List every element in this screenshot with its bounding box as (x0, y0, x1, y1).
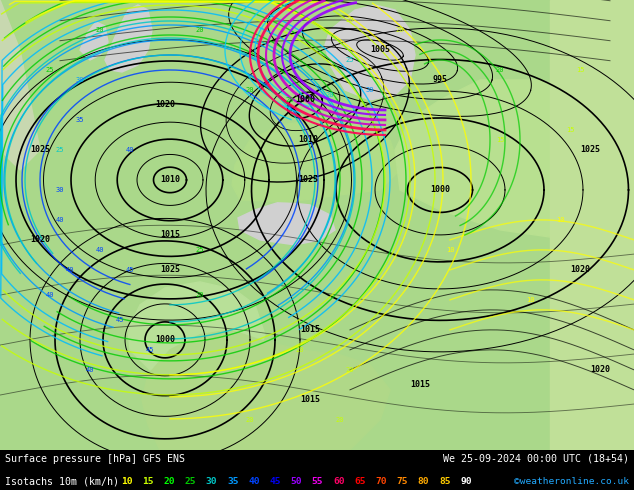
Text: 10: 10 (121, 477, 133, 486)
Text: 40: 40 (96, 247, 104, 253)
Text: 40: 40 (46, 292, 55, 298)
Text: 1015: 1015 (160, 230, 180, 240)
Text: 1015: 1015 (410, 380, 430, 390)
Text: 35: 35 (227, 477, 238, 486)
Text: Surface pressure [hPa] GFS ENS: Surface pressure [hPa] GFS ENS (5, 454, 185, 464)
Text: 20: 20 (196, 27, 204, 33)
Text: 1020: 1020 (590, 366, 610, 374)
Polygon shape (395, 80, 634, 240)
Text: 80: 80 (418, 477, 429, 486)
Text: 1005: 1005 (370, 46, 390, 54)
Text: 20: 20 (396, 27, 404, 33)
Text: 15: 15 (496, 137, 504, 143)
Text: 20: 20 (295, 347, 304, 353)
Text: 40: 40 (86, 367, 94, 373)
Text: 1015: 1015 (300, 395, 320, 404)
Text: 45: 45 (116, 317, 124, 323)
Text: 85: 85 (439, 477, 451, 486)
Text: 1015: 1015 (300, 325, 320, 334)
Text: 15: 15 (576, 67, 585, 73)
Text: 20: 20 (96, 27, 104, 33)
Polygon shape (0, 0, 40, 170)
Text: 60: 60 (333, 477, 344, 486)
Text: 25: 25 (346, 57, 354, 63)
Text: 1020: 1020 (570, 266, 590, 274)
Text: Isotachs 10m (km/h): Isotachs 10m (km/h) (5, 476, 119, 486)
Text: 75: 75 (397, 477, 408, 486)
Bar (550, 0, 634, 450)
Text: 1010: 1010 (160, 175, 180, 184)
Text: 70: 70 (375, 477, 387, 486)
Text: 1000: 1000 (155, 335, 175, 344)
Text: 10: 10 (556, 217, 564, 223)
Polygon shape (128, 282, 265, 385)
Text: 1020: 1020 (30, 235, 50, 245)
Text: ©weatheronline.co.uk: ©weatheronline.co.uk (514, 477, 629, 486)
Text: 1000: 1000 (295, 96, 315, 104)
Text: 10: 10 (446, 247, 454, 253)
Polygon shape (80, 22, 108, 60)
Text: 25: 25 (56, 147, 64, 153)
Text: 20: 20 (246, 417, 254, 423)
Polygon shape (142, 330, 390, 450)
Text: 1020: 1020 (155, 100, 175, 109)
Text: 995: 995 (432, 75, 448, 84)
Text: 65: 65 (354, 477, 366, 486)
Text: 10: 10 (526, 297, 534, 303)
Text: 20: 20 (164, 477, 175, 486)
Text: 55: 55 (312, 477, 323, 486)
Text: 20: 20 (496, 67, 504, 73)
Text: 20: 20 (246, 87, 254, 93)
Text: 50: 50 (290, 477, 302, 486)
Text: 25: 25 (196, 247, 204, 253)
Text: 20: 20 (196, 292, 204, 298)
Text: 90: 90 (460, 477, 472, 486)
Text: 40: 40 (66, 267, 74, 273)
Text: 15: 15 (142, 477, 154, 486)
Text: 20: 20 (326, 92, 334, 98)
Text: 25: 25 (184, 477, 196, 486)
Polygon shape (238, 202, 335, 245)
Text: 15: 15 (566, 127, 574, 133)
Text: 30: 30 (206, 477, 217, 486)
Polygon shape (105, 5, 152, 72)
Text: 45: 45 (146, 347, 154, 353)
Text: 1025: 1025 (30, 146, 50, 154)
Text: 1025: 1025 (160, 266, 180, 274)
Text: 1025: 1025 (298, 175, 318, 184)
Text: 30: 30 (366, 87, 374, 93)
Text: 40: 40 (249, 477, 260, 486)
Polygon shape (325, 5, 415, 100)
Text: 20: 20 (346, 17, 354, 23)
Text: 20: 20 (336, 417, 344, 423)
Text: 20: 20 (286, 97, 294, 103)
Text: 45: 45 (269, 477, 281, 486)
Text: 1025: 1025 (580, 146, 600, 154)
Text: 25: 25 (46, 67, 55, 73)
Text: 30: 30 (56, 187, 64, 193)
Text: We 25-09-2024 00:00 UTC (18+54): We 25-09-2024 00:00 UTC (18+54) (443, 454, 629, 464)
Text: 40: 40 (56, 217, 64, 223)
Text: 35: 35 (75, 117, 84, 123)
Text: 1000: 1000 (430, 185, 450, 195)
Text: 40: 40 (126, 147, 134, 153)
Text: 1010: 1010 (298, 135, 318, 145)
Polygon shape (232, 120, 400, 202)
Text: 45: 45 (126, 267, 134, 273)
Text: 20: 20 (346, 367, 354, 373)
Text: 30: 30 (75, 77, 84, 83)
